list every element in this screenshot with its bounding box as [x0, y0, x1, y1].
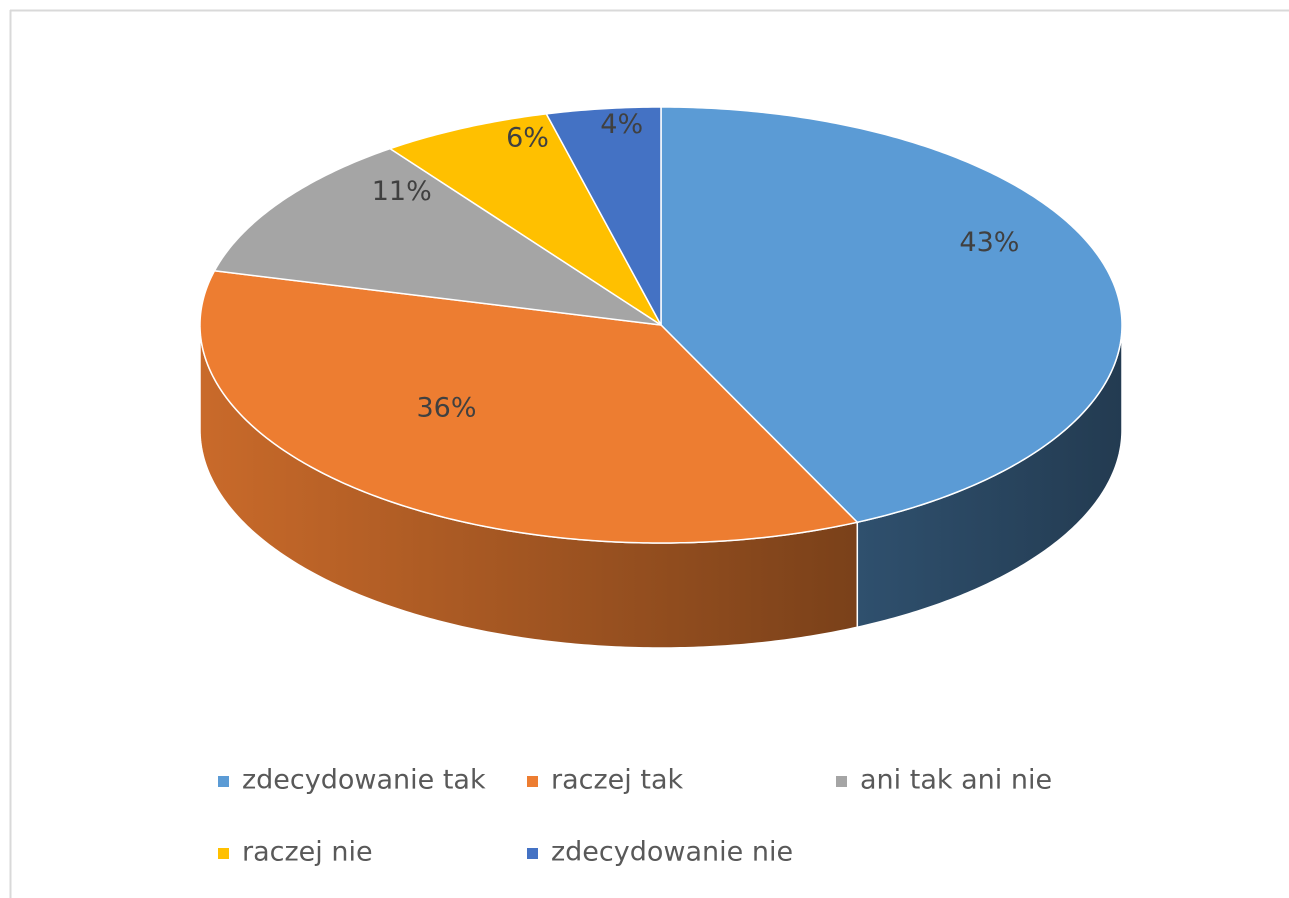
data-label: 36% [416, 392, 476, 423]
slice [545, 106, 662, 326]
legend-label: raczej nie [242, 837, 373, 868]
legend-swatch [527, 776, 538, 787]
legend-swatch [218, 848, 229, 859]
legend-label: ani tak ani nie [860, 765, 1052, 796]
slice [388, 113, 662, 326]
slice [199, 269, 859, 544]
data-label: 43% [959, 227, 1019, 258]
legend-label: zdecydowanie tak [242, 765, 486, 796]
data-label: 11% [372, 176, 432, 207]
legend-swatch [836, 776, 847, 787]
legend-label: raczej tak [551, 765, 683, 796]
pie-tops [199, 106, 1123, 544]
slice [660, 106, 1123, 524]
data-label: 6% [506, 123, 549, 154]
legend-label: zdecydowanie nie [551, 837, 793, 868]
slice [213, 147, 662, 326]
legend-swatch [218, 776, 229, 787]
data-label: 4% [600, 109, 643, 140]
legend-swatch [527, 848, 538, 859]
